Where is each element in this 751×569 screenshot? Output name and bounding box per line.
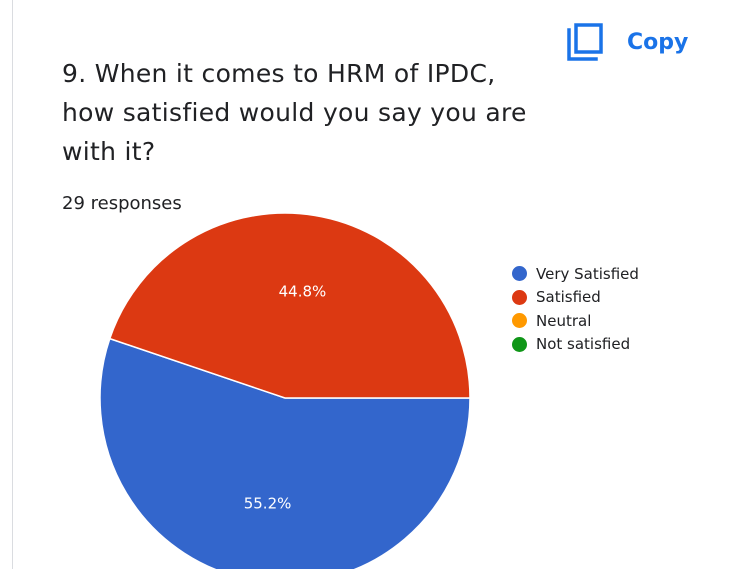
legend-item-not-satisfied[interactable]: Not satisfied bbox=[512, 333, 639, 357]
chart-legend: Very Satisfied Satisfied Neutral Not satisf… bbox=[512, 262, 639, 356]
legend-item-neutral[interactable]: Neutral bbox=[512, 309, 639, 333]
pie-slice-very-satisfied[interactable] bbox=[99, 337, 471, 569]
legend-swatch bbox=[512, 336, 527, 352]
legend-item-satisfied[interactable]: Satisfied bbox=[512, 286, 639, 310]
legend-label: Not satisfied bbox=[536, 335, 631, 354]
legend-label: Neutral bbox=[536, 311, 592, 330]
copy-icon bbox=[567, 23, 603, 61]
left-divider bbox=[12, 0, 13, 569]
pie-label-satisfied: 44.8% bbox=[279, 283, 327, 301]
legend-swatch bbox=[512, 266, 527, 282]
copy-label: Copy bbox=[627, 29, 689, 55]
pie-label-very-satisfied: 55.2% bbox=[244, 494, 292, 512]
legend-label: Very Satisfied bbox=[536, 264, 639, 283]
legend-swatch bbox=[512, 289, 527, 305]
copy-button[interactable]: Copy bbox=[565, 22, 688, 62]
legend-item-very-satisfied[interactable]: Very Satisfied bbox=[512, 262, 639, 286]
legend-swatch bbox=[512, 313, 527, 329]
question-title: 9. When it comes to HRM of IPDC, how sat… bbox=[62, 59, 527, 166]
legend-label: Satisfied bbox=[536, 288, 601, 307]
pie-slice-satisfied[interactable] bbox=[108, 212, 471, 399]
response-count: 29 responses bbox=[62, 193, 182, 214]
